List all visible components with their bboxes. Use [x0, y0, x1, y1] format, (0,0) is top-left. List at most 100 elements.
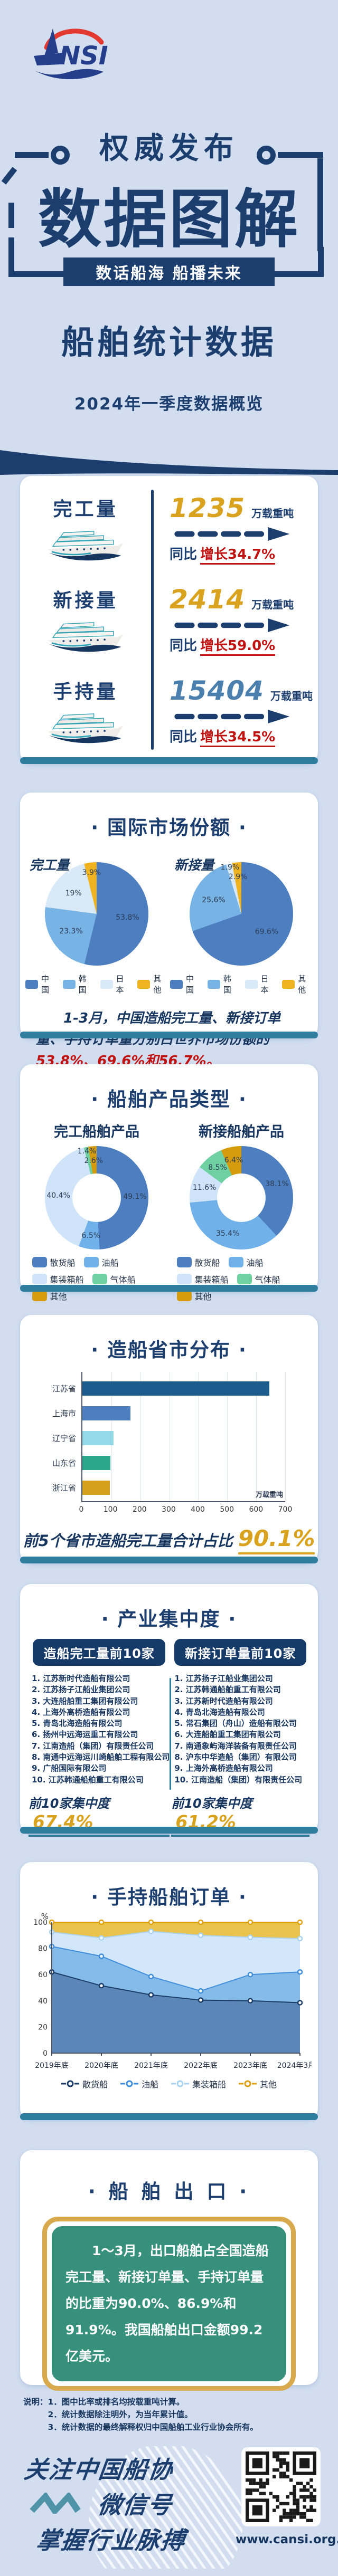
donut-title: 完工船舶产品: [54, 1124, 139, 1140]
slice-label: 6.4%: [224, 1156, 243, 1165]
svg-text:2023年底: 2023年底: [233, 2062, 267, 2070]
legend-swatch: [228, 1257, 243, 1267]
list-item: 8. 南通中远海运川崎船舶工程有限公司: [32, 1752, 170, 1762]
list-item: 6. 大连船舶重工集团有限公司: [174, 1730, 281, 1740]
list-item: 4. 青岛北海造船有限公司: [174, 1707, 265, 1717]
slogan-line-3: 掌握行业脉搏: [35, 2526, 187, 2555]
legend-item: 油船: [228, 1256, 264, 1268]
yoy-value: 增长59.0%: [200, 638, 276, 656]
legend-label: 其他: [260, 2079, 277, 2090]
donut-chart-completed-products: 49.1% 6.5% 40.4% 1.4% 2.6%: [45, 1146, 148, 1249]
section-heading-concentration: · 产业集中度 ·: [101, 1608, 237, 1630]
summary-card: 完工量 新接量 手持量 1235 万载重吨 同比 增长34.7% 2414: [20, 476, 318, 764]
area-band-集装箱船: [52, 1931, 300, 1991]
summary-value: 2414: [170, 584, 246, 615]
summary-cell-completions: 完工量: [20, 482, 151, 574]
legend-label: 韩国: [223, 974, 231, 995]
bar: [82, 1456, 111, 1470]
legend-label: 其他: [194, 1292, 212, 1302]
pie-chart-completions: 53.8% 23.3% 19% 3.9%: [45, 862, 148, 966]
summary-value: 67.4%: [33, 1811, 93, 1832]
concentration-right-button: 新接订单量前10家: [174, 1639, 307, 1666]
footnote-line: 2．统计数据除注明外，为当年累计值。: [48, 2410, 193, 2420]
summary-text: 前10家集中度: [171, 1796, 252, 1811]
summary-value: 15404: [170, 675, 264, 706]
data-point: [198, 1932, 204, 1939]
slice-label: 1.9%: [220, 863, 240, 872]
legend-item: 集装箱船: [176, 1273, 229, 1285]
concentration-summary: 前10家集中度67.4%: [29, 1793, 170, 1837]
data-point: [98, 1935, 105, 1941]
note-text: 前5个省市造船完工量合计占比: [23, 1532, 233, 1550]
list-item: 7. 南通象屿海洋装备有限责任公司: [174, 1741, 297, 1751]
legend-item: 其他: [137, 973, 168, 995]
svg-text:60: 60: [38, 1971, 48, 1979]
legend-label: 集装箱船: [50, 1275, 84, 1285]
slice-label: 69.6%: [255, 927, 279, 936]
footnotes-label: 说明：: [23, 2397, 48, 2407]
slice-label: 3.9%: [82, 869, 101, 877]
legend-label: 集装箱船: [194, 1275, 229, 1285]
concentration-left-button: 造船完工量前10家: [33, 1639, 165, 1666]
gridline: [227, 1372, 228, 1501]
footnote-line: 3．统计数据的最终解释权归中国船舶工业行业协会所有。: [48, 2422, 258, 2432]
vertical-divider: [151, 490, 154, 750]
frame-corner-left: [8, 247, 78, 277]
legend-label: 散货船: [82, 2079, 108, 2090]
legend-item: 日本: [245, 973, 276, 995]
data-point: [198, 1988, 204, 1994]
slice-label: 19%: [65, 889, 82, 898]
legend-label: 散货船: [194, 1258, 220, 1268]
summary-value-row: 15404 万载重吨 同比 增长34.5%: [154, 665, 318, 756]
legend-label: 油船: [246, 1258, 264, 1268]
summary-cell-neworders: 新接量: [20, 574, 151, 665]
svg-text:2020年底: 2020年底: [84, 2062, 118, 2070]
list-item: 10. 江南造船（集团）有限责任公司: [174, 1774, 303, 1785]
frame-vline-right: [317, 158, 323, 251]
legend-item: 韩国: [207, 973, 238, 995]
export-text-box: 1～3月，出口船舶占全国造船完工量、新接订单量、手持订单量的比重为90.0%、8…: [52, 2226, 286, 2381]
donut-group-completed: 完工船舶产品 49.1% 6.5% 40.4% 1.4% 2.6% 散货船 油船 集装箱船 气…: [26, 1112, 167, 1302]
list-item: 2. 江苏韩通船舶重工有限公司: [174, 1685, 281, 1695]
summary-value-row: 2414 万载重吨 同比 增长59.0%: [154, 574, 318, 665]
market-share-note: 1-3月，中国造船完工量、新接订单量、手持订单量分别占世界市场份额的 53.8%…: [36, 1008, 302, 1072]
legend-label: 油船: [141, 2079, 158, 2090]
summary-label: 完工量: [53, 498, 118, 520]
footnotes-lines: 1．图中比率或排名均按载重吨计算。 2．统计数据除注明外，为当年累计值。 3．统…: [48, 2396, 258, 2434]
slogan-line-2: 微信号: [96, 2491, 174, 2520]
area-chart-legend: 散货船 油船 集装箱船 其他: [20, 2077, 318, 2090]
orderbook-area-chart: 0 20 40 60 80 100% 2019年底 2020年底 2021年底 2022年底 202…: [20, 1912, 318, 2076]
bar-row: 上海市: [52, 1401, 285, 1426]
section-heading-provinces: · 造船省市分布 ·: [91, 1339, 247, 1361]
data-point: [247, 1998, 253, 2004]
slice-label: 49.1%: [123, 1192, 147, 1201]
export-gold-frame: 1～3月，出口船舶占全国造船完工量、新接订单量、手持订单量的比重为90.0%、8…: [42, 2217, 296, 2391]
donut-hole: [217, 1173, 266, 1223]
legend-label: 中国: [41, 974, 50, 995]
dashed-arrow-icon: [170, 709, 295, 724]
legend-label: 气体船: [110, 1275, 136, 1285]
summary-unit: 万载重吨: [251, 507, 294, 520]
donut-group-new: 新接船舶产品 38.1% 35.4% 11.6% 8.5% 6.4% 散货船 油船 集装箱船…: [171, 1112, 312, 1302]
legend-label: 日本: [116, 974, 124, 995]
slice-label: 11.6%: [192, 1183, 217, 1192]
data-point: [98, 1919, 105, 1925]
area-band-油船: [52, 1946, 300, 2003]
legend-item: 集装箱船: [171, 2077, 226, 2090]
provinces-note: 前5个省市造船完工量合计占比 90.1%: [20, 1525, 318, 1554]
frame-ring-right: [257, 146, 276, 165]
dashed-arrow-icon: [170, 527, 295, 541]
legend-marker-icon: [61, 2080, 79, 2087]
company-list: 1. 江苏扬子江船业集团公司 2. 江苏韩通船舶重工有限公司 3. 江苏新时代造…: [171, 1673, 309, 1786]
data-point: [148, 1992, 154, 1998]
qr-code: [241, 2447, 321, 2527]
legend-swatch: [100, 979, 113, 989]
bar: [82, 1431, 114, 1445]
big-title: 数据图解: [38, 183, 300, 256]
tick-label: 300: [162, 1505, 176, 1514]
svg-text:2024年3月底: 2024年3月底: [277, 2062, 312, 2070]
striped-circle-decoration: [89, 2446, 243, 2569]
qr-column: www.cansi.org.cn: [236, 2447, 338, 2546]
data-point: [247, 1971, 253, 1978]
legend-swatch: [282, 979, 295, 989]
